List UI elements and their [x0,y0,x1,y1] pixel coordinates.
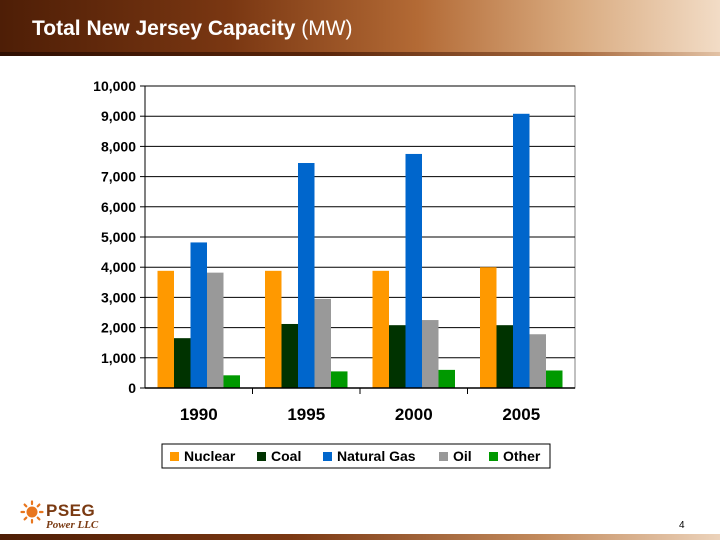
legend-swatch-coal [257,452,266,461]
pseg-logo: PSEG Power LLC [20,500,120,534]
footer-bar [0,534,720,540]
chart-x-tick-labels: 1990 1995 2000 2005 [180,405,540,424]
bar-nuclear-2005 [480,267,497,388]
page-number: 4 [679,520,685,531]
y-tick-label: 10,000 [93,78,136,94]
y-tick-label: 3,000 [101,289,136,305]
logo-subtitle: Power LLC [46,519,99,531]
bar-coal-2000 [389,325,406,388]
title-bar [0,0,720,56]
slide-title-text: Total New Jersey Capacity [32,17,296,40]
y-tick-label: 1,000 [101,350,136,366]
bar-natural-gas-1990 [190,242,207,388]
chart-legend: Nuclear Coal Natural Gas Oil Other [161,443,551,469]
bar-oil-1990 [207,272,224,388]
legend-label-oil: Oil [453,448,472,464]
y-tick-label: 9,000 [101,108,136,124]
bar-coal-2005 [496,325,513,388]
sun-icon [20,500,44,524]
slide-title: Total New Jersey Capacity (MW) [32,17,353,41]
bar-natural-gas-1995 [298,163,315,388]
bar-other-1995 [331,371,348,388]
bar-natural-gas-2005 [513,113,530,388]
y-tick-label: 4,000 [101,259,136,275]
bar-nuclear-1995 [265,270,282,388]
title-bar-rule [0,52,720,56]
legend-swatch-nuclear [170,452,179,461]
legend-label-nuclear: Nuclear [184,448,236,464]
slide-title-unit: (MW) [301,17,353,40]
legend-box [161,443,551,469]
bar-coal-1995 [281,323,298,388]
logo-wordmark: PSEG [46,501,96,520]
legend-label-other: Other [503,448,541,464]
bar-nuclear-1990 [157,270,174,388]
y-tick-label: 8,000 [101,138,136,154]
y-tick-label: 0 [128,380,136,396]
x-tick-label: 2000 [395,405,433,424]
chart-axes [140,85,575,394]
bar-coal-1990 [174,338,191,388]
x-tick-label: 1995 [287,405,325,424]
bar-oil-2005 [529,334,546,388]
chart-y-tick-labels: 0 1,000 2,000 3,000 4,000 5,000 6,000 7,000 8,00… [93,78,136,396]
bar-other-2000 [438,369,455,388]
chart-bars [157,113,563,388]
legend-swatch-natural-gas [323,452,332,461]
bar-oil-1995 [314,298,331,388]
legend-label-coal: Coal [271,448,301,464]
legend-label-natural-gas: Natural Gas [337,448,416,464]
x-tick-label: 2005 [502,405,540,424]
y-tick-label: 7,000 [101,169,136,185]
bar-oil-2000 [422,320,439,388]
legend-swatch-oil [439,452,448,461]
x-tick-label: 1990 [180,405,218,424]
bar-other-1990 [223,375,240,388]
legend-swatch-other [489,452,498,461]
bar-nuclear-2000 [372,270,389,388]
bar-natural-gas-2000 [405,153,422,388]
y-tick-label: 5,000 [101,229,136,245]
y-tick-label: 6,000 [101,199,136,215]
y-tick-label: 2,000 [101,320,136,336]
bar-other-2005 [546,370,563,388]
